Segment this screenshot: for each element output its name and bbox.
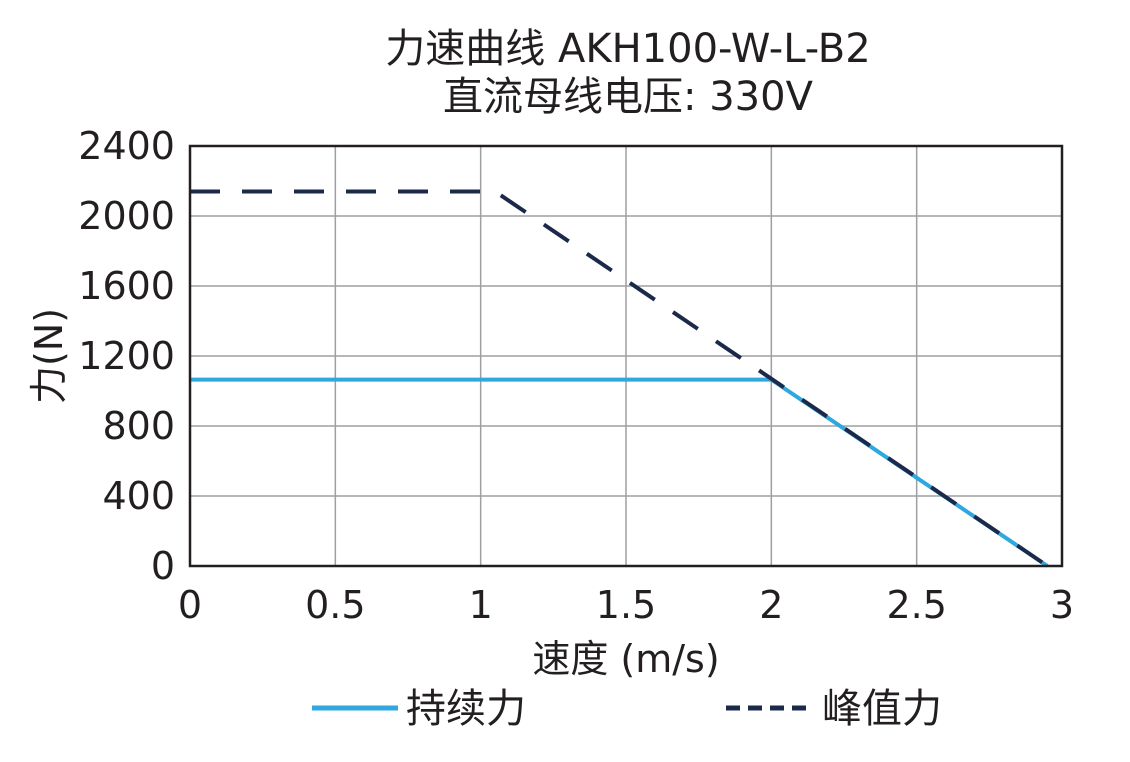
- continuous-force-line: [190, 377, 1049, 568]
- x-axis-title: 速度 (m/s): [532, 637, 719, 681]
- series-lines: [190, 189, 1049, 568]
- legend-label-continuous: 持续力: [406, 686, 526, 732]
- y-tick-label-3: 1200: [78, 334, 175, 378]
- y-tick-label-1: 400: [102, 474, 175, 518]
- x-tick-label-5: 2.5: [886, 583, 946, 627]
- y-axis-title: 力(N): [27, 308, 71, 404]
- chart-title: 力速曲线 AKH100-W-L-B2: [385, 26, 870, 72]
- y-tick-label-0: 0: [151, 544, 175, 588]
- x-tick-labels: 0 0.5 1 1.5 2 2.5 3: [178, 583, 1074, 627]
- y-tick-label-5: 2000: [78, 194, 175, 238]
- peak-force-line: [190, 189, 1049, 568]
- y-tick-label-2: 800: [102, 404, 175, 448]
- legend: 持续力 峰值力: [312, 686, 942, 732]
- chart-subtitle: 直流母线电压: 330V: [443, 74, 814, 120]
- x-tick-label-1: 0.5: [305, 583, 365, 627]
- x-tick-label-4: 2: [759, 583, 783, 627]
- legend-label-peak: 峰值力: [822, 686, 942, 732]
- x-tick-label-6: 3: [1050, 583, 1074, 627]
- y-tick-label-4: 1600: [78, 264, 175, 308]
- plot-frame: [188, 144, 1064, 568]
- grid-lines: [189, 145, 1063, 567]
- y-tick-label-6: 2400: [78, 124, 175, 168]
- x-tick-label-3: 1.5: [596, 583, 656, 627]
- x-tick-label-2: 1: [469, 583, 493, 627]
- x-tick-label-0: 0: [178, 583, 202, 627]
- y-tick-labels: 0 400 800 1200 1600 2000 2400: [78, 124, 175, 588]
